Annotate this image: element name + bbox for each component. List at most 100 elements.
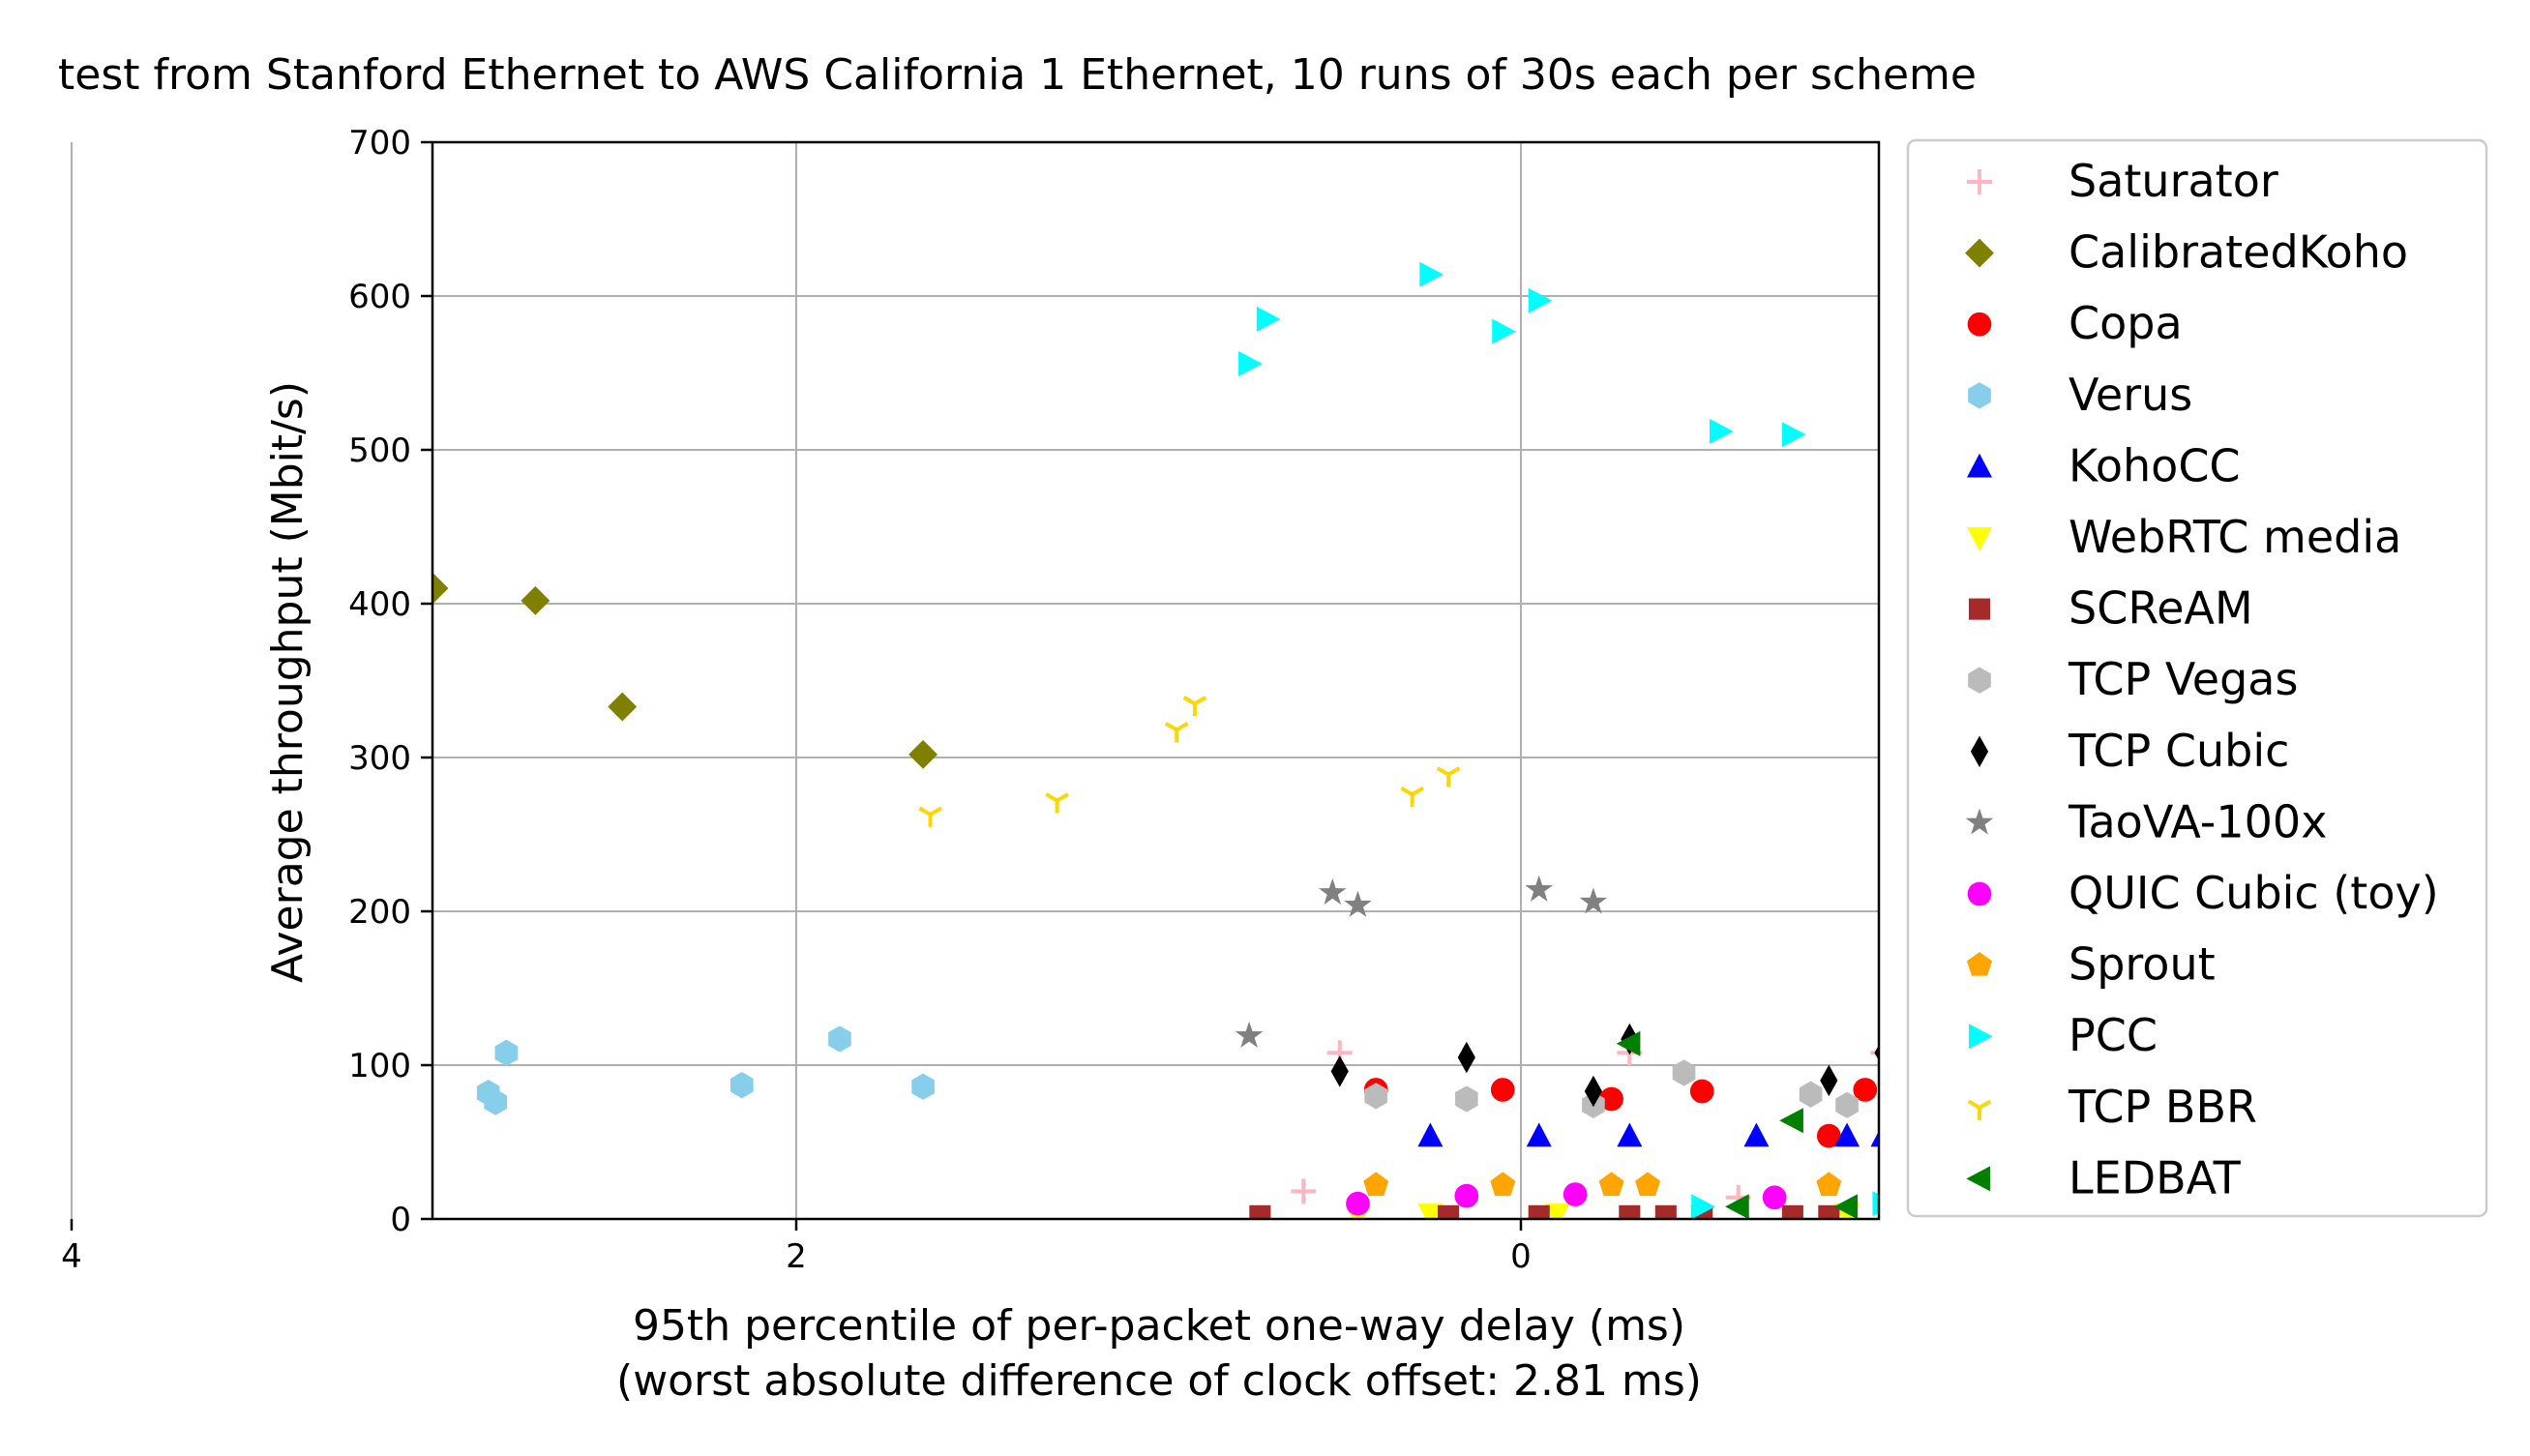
data-point xyxy=(1528,1204,1550,1219)
legend-label: TCP BBR xyxy=(2068,1081,2257,1133)
legend-marker xyxy=(1967,453,1992,478)
data-point xyxy=(1319,877,1347,906)
legend-entry-ledbat: LEDBAT xyxy=(1966,1151,2242,1203)
data-point xyxy=(1364,1083,1388,1110)
data-point xyxy=(1526,1122,1552,1147)
legend-label: TCP Cubic xyxy=(2068,725,2289,777)
data-point xyxy=(1781,1204,1803,1219)
data-point xyxy=(1709,418,1734,444)
data-point xyxy=(1816,1172,1842,1197)
data-point xyxy=(197,1092,221,1118)
data-point xyxy=(1617,1122,1643,1147)
legend-marker xyxy=(1967,1099,1992,1120)
data-point xyxy=(828,1025,851,1053)
legend-entry-tcp-vegas: TCP Vegas xyxy=(1968,653,2298,705)
legend-marker xyxy=(1966,1166,1991,1192)
series-quic-cubic-toy xyxy=(1346,1182,1787,1216)
data-point xyxy=(1490,1172,1516,1197)
data-point xyxy=(1454,1183,1479,1208)
x-axis-label: 95th percentile of per-packet one-way de… xyxy=(633,1301,1685,1351)
data-point xyxy=(484,1088,507,1115)
data-point xyxy=(1235,1021,1264,1048)
series-copa xyxy=(1363,1078,1878,1148)
data-point xyxy=(1238,350,1263,376)
legend-label: Copa xyxy=(2069,297,2183,349)
data-point xyxy=(1818,1204,1840,1219)
legend-entry-webrtc-media: WebRTC media xyxy=(1967,511,2401,563)
legend-entry-quic-cubic-toy: QUIC Cubic (toy) xyxy=(1967,867,2439,919)
legend-marker xyxy=(1968,598,1991,620)
y-tick-label: 100 xyxy=(348,1047,411,1085)
legend-label: TCP Vegas xyxy=(2068,653,2298,705)
legend-label: CalibratedKoho xyxy=(2069,226,2408,279)
legend-entries: Saturator CalibratedKoho Copa Verus KohoCC We… xyxy=(1965,155,2439,1203)
data-point xyxy=(1419,261,1444,287)
legend-entry-tcp-cubic: TCP Cubic xyxy=(1970,725,2289,777)
data-point xyxy=(1249,1204,1271,1219)
y-tick-label: 200 xyxy=(348,893,411,932)
y-tick-label: 700 xyxy=(348,124,411,163)
y-tick-label: 300 xyxy=(348,739,411,778)
data-point xyxy=(1400,786,1424,808)
data-point xyxy=(1363,1172,1389,1197)
data-point xyxy=(1346,1191,1370,1216)
data-point xyxy=(1743,1122,1770,1147)
series-tcp-cubic xyxy=(1330,1023,1879,1108)
y-tick-label: 400 xyxy=(348,585,411,624)
legend-entry-sprout: Sprout xyxy=(1967,938,2216,991)
data-point xyxy=(1619,1204,1641,1219)
data-point xyxy=(1799,1081,1823,1108)
data-point xyxy=(1725,1194,1749,1219)
legend-entry-calibratedkoho: CalibratedKoho xyxy=(1965,226,2408,279)
data-point xyxy=(908,739,938,769)
legend-label: SCReAM xyxy=(2069,582,2253,635)
data-point xyxy=(1528,287,1553,313)
data-point xyxy=(1834,1122,1860,1147)
data-point xyxy=(1616,1030,1641,1056)
legend-marker xyxy=(1970,735,1989,768)
data-point xyxy=(1584,1075,1602,1108)
data-point xyxy=(1835,1091,1859,1118)
series-taova-100x xyxy=(1235,875,1608,1048)
data-points xyxy=(197,261,1879,1219)
legend-marker xyxy=(1968,382,1991,409)
legend-label: KohoCC xyxy=(2069,439,2241,491)
data-point xyxy=(1525,875,1553,902)
data-point xyxy=(1455,1085,1478,1113)
legend-marker xyxy=(1967,951,1992,976)
y-tick-label: 600 xyxy=(348,278,411,316)
y-axis-ticks: 0 100 200 300 400 500 600 700 xyxy=(348,124,432,1239)
data-point xyxy=(1438,1204,1460,1219)
legend-label: Sprout xyxy=(2069,938,2216,991)
data-point xyxy=(1330,1055,1349,1087)
legend-entry-saturator: Saturator xyxy=(1967,155,2278,207)
data-point xyxy=(1635,1172,1661,1197)
data-point xyxy=(1490,1078,1515,1102)
data-point xyxy=(1457,1041,1475,1074)
series-tcp-bbr xyxy=(918,696,1461,827)
legend-label: Saturator xyxy=(2069,155,2278,207)
series-verus xyxy=(197,1025,935,1118)
data-point xyxy=(521,585,551,615)
data-point xyxy=(1654,1204,1677,1219)
data-point xyxy=(1164,722,1189,743)
data-point xyxy=(1870,1131,1879,1147)
legend-marker xyxy=(1967,526,1992,551)
legend-marker xyxy=(1968,667,1991,694)
legend-entry-taova-100x: TaoVA-100x xyxy=(1965,795,2327,847)
legend-marker xyxy=(1967,881,1992,906)
legend-entry-pcc: PCC xyxy=(1968,1009,2158,1061)
y-axis-label: Average throughput (Mbit/s) xyxy=(263,381,313,983)
legend-marker xyxy=(1968,1024,1993,1050)
data-point xyxy=(1344,890,1372,917)
series-tcp-vegas xyxy=(1364,1059,1859,1118)
data-point xyxy=(608,692,638,722)
legend-entry-kohocc: KohoCC xyxy=(1967,439,2241,491)
data-point xyxy=(1779,1108,1803,1134)
y-tick-label: 0 xyxy=(390,1201,411,1239)
data-point xyxy=(1182,696,1207,717)
y-tick-label: 500 xyxy=(348,431,411,470)
data-point xyxy=(494,1039,519,1066)
x-tick-label: 2 xyxy=(786,1237,807,1276)
